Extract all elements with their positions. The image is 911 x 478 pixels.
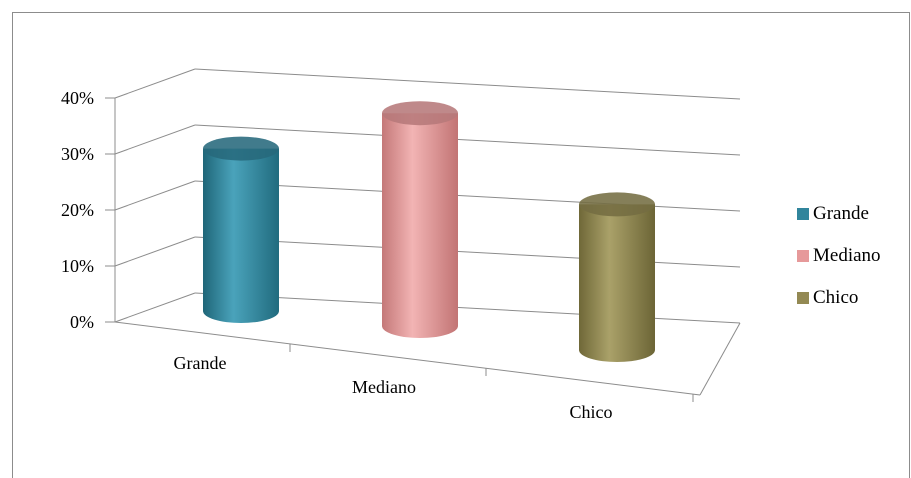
bar-cylinder-mediano <box>382 101 458 338</box>
y-tick-label: 20% <box>61 200 94 220</box>
legend-swatch <box>797 250 809 262</box>
y-tick-label: 40% <box>61 88 94 108</box>
legend-item: Grande <box>797 193 881 235</box>
bar-top <box>579 192 655 217</box>
bar-top-shade <box>203 136 279 161</box>
side-gridline <box>114 180 196 211</box>
bar-top-shade <box>382 101 458 126</box>
side-gridline <box>114 292 196 323</box>
x-tick-label: Mediano <box>352 377 416 397</box>
y-tick-label: 30% <box>61 144 94 164</box>
legend-label: Chico <box>813 287 859 308</box>
legend-item: Chico <box>797 277 881 319</box>
gridline <box>194 124 741 156</box>
chart-frame <box>12 12 910 478</box>
bar-cylinder-chico <box>579 192 655 362</box>
legend-item: Mediano <box>797 235 881 277</box>
legend: Grande Mediano Chico <box>797 193 881 319</box>
legend-label: Mediano <box>813 245 881 266</box>
x-axis <box>114 321 701 396</box>
side-gridline <box>114 236 196 267</box>
legend-swatch <box>797 292 809 304</box>
legend-swatch <box>797 208 809 220</box>
side-gridline <box>114 68 196 99</box>
bar-body <box>382 113 458 338</box>
bar-body <box>579 204 655 362</box>
side-gridline <box>114 124 196 155</box>
bar-top-shade <box>579 192 655 217</box>
bar-body <box>203 148 279 323</box>
y-tick-label: 10% <box>61 256 94 276</box>
floor-right-edge <box>699 322 741 396</box>
bar-top <box>203 136 279 161</box>
gridline <box>194 68 741 100</box>
x-tick-label: Chico <box>570 402 613 422</box>
x-tick-label: Grande <box>174 353 227 373</box>
bar-top <box>382 101 458 126</box>
bar-cylinder-grande <box>203 136 279 323</box>
legend-label: Grande <box>813 203 869 224</box>
y-tick-label: 0% <box>70 312 94 332</box>
